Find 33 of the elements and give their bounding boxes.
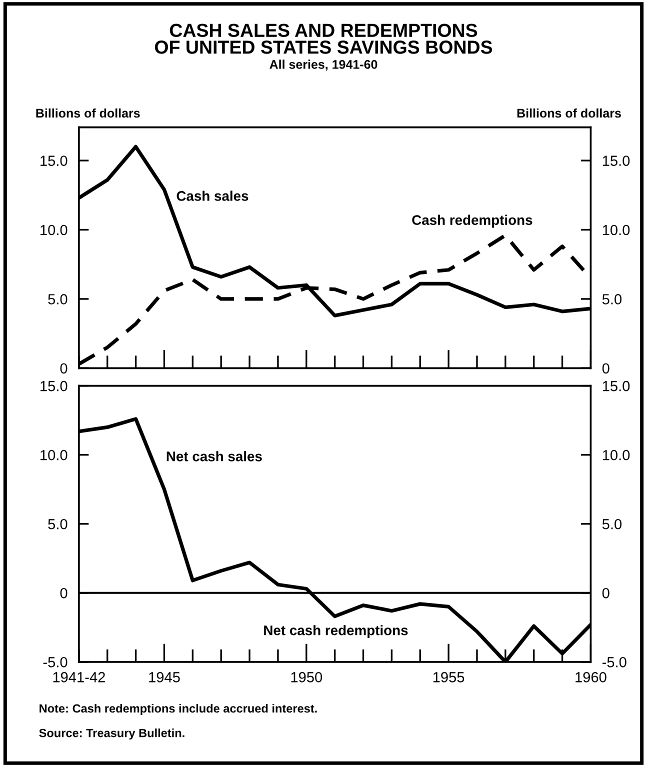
y-tick-label: 0	[60, 363, 68, 374]
y-tick-label: 5.0	[48, 294, 68, 304]
x-tick-label: 1950	[291, 672, 322, 682]
y2-tick-label: 0	[602, 363, 610, 374]
source-note: Source: Treasury Bulletin.	[39, 728, 184, 740]
y2-tick-label: -5.0	[602, 657, 626, 668]
x-tick-label: 1955	[433, 672, 464, 682]
series-label: Cash sales	[176, 190, 248, 201]
y-tick-label: 15.0	[40, 380, 68, 392]
y2-tick-label: 15.0	[602, 380, 630, 392]
chart-title: CASH SALES AND REDEMPTIONS OF UNITED STATES SAVINGS BONDS	[154, 24, 492, 54]
y-tick-label: 0	[60, 588, 68, 598]
x-tick-label: 1960	[576, 672, 606, 682]
chart-subtitle: All series, 1941-60	[270, 60, 378, 71]
annotation: Net cash redemptions	[264, 625, 408, 638]
y2-tick-label: 5.0	[602, 294, 622, 304]
y-tick-label: -5.0	[43, 657, 68, 668]
text: Note: Cash redemptions include accrued interest.	[40, 704, 317, 715]
y-tick-label: 15.0	[40, 156, 68, 166]
y-axis-title: Billions of dollars	[36, 108, 140, 118]
x-tick-label: 1941-42	[53, 672, 105, 682]
y-tick-label: 10.0	[40, 450, 68, 460]
y2-tick-label: 15.0	[602, 156, 630, 166]
y2-tick-label: 5.0	[602, 518, 622, 530]
x-tick-label: 1945	[149, 672, 180, 682]
y2-tick-label: 10.0	[602, 450, 630, 460]
series-label: Cash redemptions	[412, 214, 532, 228]
annotation: Net cash sales	[166, 451, 262, 462]
y2-tick-label: 10.0	[602, 224, 630, 236]
y2-tick-label: 0	[602, 588, 610, 598]
y-tick-label: 5.0	[48, 518, 68, 530]
y2-axis-title: Billions of dollars	[517, 108, 621, 118]
y-tick-label: 10.0	[40, 224, 68, 236]
